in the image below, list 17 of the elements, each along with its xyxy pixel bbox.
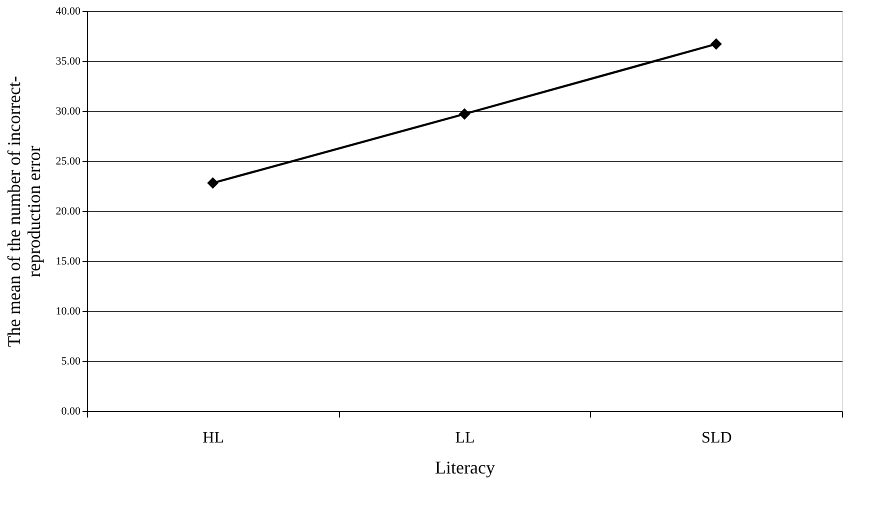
point [458,108,470,120]
y-tick-label: 20.00 [56,206,81,218]
y-tick-label: 25.00 [56,156,81,168]
point [710,38,722,50]
y-tick-label: 5.00 [61,356,81,368]
y-tick-label: 40.00 [56,6,81,18]
y-tick-label: 30.00 [56,106,81,118]
y-tick-label: 0.00 [61,406,81,418]
x-tick-label: SLD [702,430,732,446]
point [207,177,219,189]
y-tick-label: 35.00 [56,56,81,68]
x-tick-label: HL [202,430,224,446]
x-tick-label: LL [455,430,475,446]
y-axis-title: The mean of the number of incorrect-reproduction error [4,76,44,347]
y-tick-label: 15.00 [56,256,81,268]
y-tick-label: 10.00 [56,306,81,318]
x-axis-title: Literacy [435,458,495,478]
